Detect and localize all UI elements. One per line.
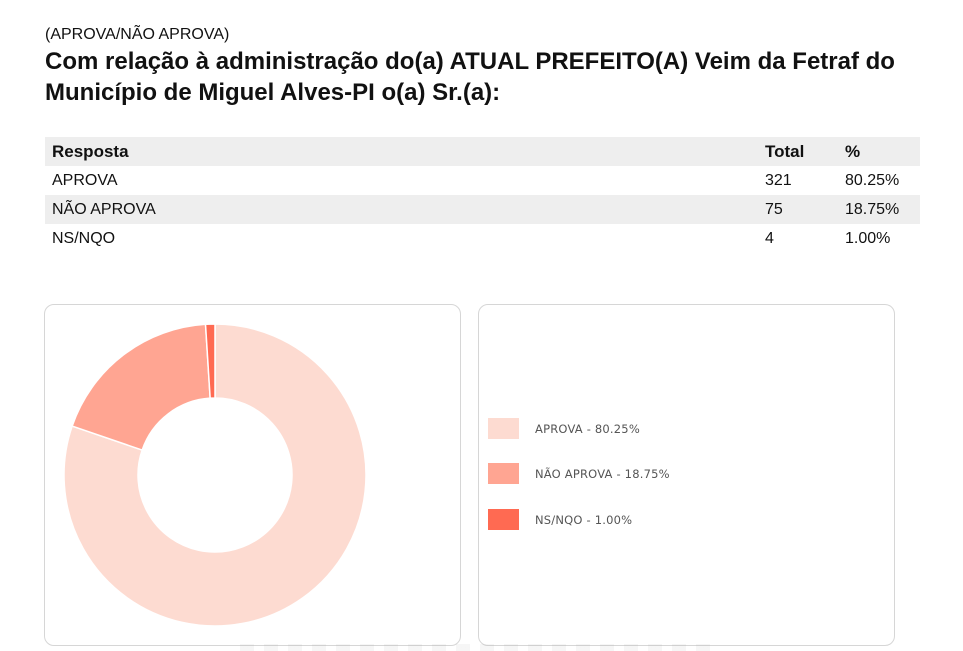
cell-pct: 1.00% (845, 230, 891, 247)
question-title: Com relação à administração do(a) ATUAL … (45, 48, 895, 106)
donut-chart-card (44, 304, 461, 646)
cell-total: 75 (765, 201, 783, 218)
col-header-pct: % (845, 142, 861, 161)
legend-label: NS/NQO - 1.00% (535, 512, 633, 527)
donut-slice-ns-nqo (204, 323, 216, 399)
cell-total: 321 (765, 172, 792, 189)
cell-pct: 18.75% (845, 201, 900, 218)
donut-slice-n-o-aprova (71, 323, 211, 452)
legend-swatch (488, 509, 519, 530)
legend-label: NÃO APROVA - 18.75% (535, 466, 670, 481)
legend-item-nao-aprova: NÃO APROVA - 18.75% (488, 463, 670, 484)
legend-label: APROVA - 80.25% (535, 421, 640, 436)
cell-resposta: NÃO APROVA (52, 201, 156, 218)
question-subtitle: (APROVA/NÃO APROVA) (45, 26, 230, 43)
table-row: APROVA 321 80.25% (45, 166, 920, 195)
legend-item-aprova: APROVA - 80.25% (488, 418, 640, 439)
cell-resposta: APROVA (52, 172, 118, 189)
col-header-total: Total (765, 142, 805, 161)
donut-chart (63, 323, 367, 627)
legend-swatch (488, 463, 519, 484)
cell-resposta: NS/NQO (52, 230, 116, 247)
table-row: NÃO APROVA 75 18.75% (45, 195, 920, 224)
col-header-resposta: Resposta (52, 142, 129, 161)
watermark (240, 644, 720, 651)
legend-card: APROVA - 80.25% NÃO APROVA - 18.75% NS/N… (478, 304, 895, 646)
cell-total: 4 (765, 230, 774, 247)
legend-item-ns-nqo: NS/NQO - 1.00% (488, 509, 632, 530)
table-row: NS/NQO 4 1.00% (45, 224, 920, 253)
legend-swatch (488, 418, 519, 439)
table-header-row: Resposta Total % (45, 137, 920, 166)
cell-pct: 80.25% (845, 172, 900, 189)
donut-slice-aprova (63, 323, 367, 627)
results-table: Resposta Total % APROVA 321 80.25% NÃO A… (45, 137, 920, 253)
